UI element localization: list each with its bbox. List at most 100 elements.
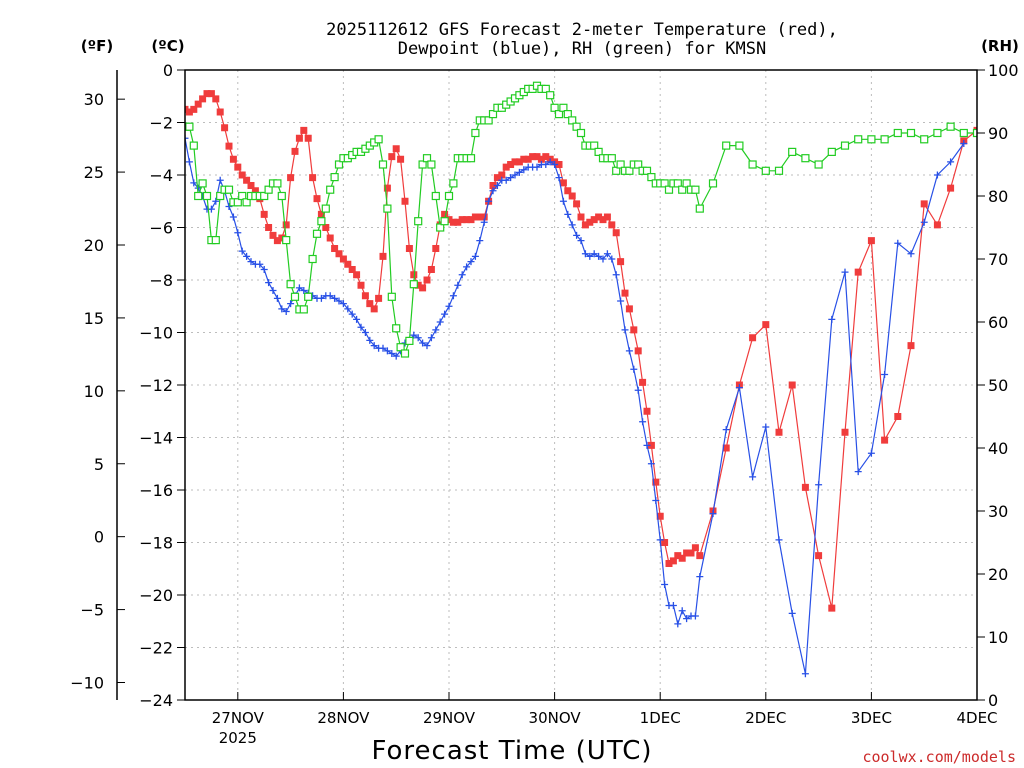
celsius-tick-label: 0 <box>163 61 173 80</box>
temperature-point <box>625 305 633 313</box>
x-tick-label: 1DEC <box>640 709 681 727</box>
dewpoint-point <box>577 237 585 245</box>
temperature-point <box>617 258 625 266</box>
rh-point <box>576 128 586 138</box>
temperature-point <box>295 134 303 142</box>
rh-point <box>682 179 691 188</box>
dewpoint-point <box>511 171 519 179</box>
dewpoint-point <box>947 158 955 166</box>
temperature-point <box>225 142 233 150</box>
temperature-point <box>348 266 356 273</box>
dewpoint-point <box>370 342 378 350</box>
dewpoint-point <box>722 426 730 434</box>
rh-point <box>405 336 414 345</box>
fahrenheit-unit-label: (ºF) <box>81 37 113 55</box>
celsius-tick-label: −6 <box>149 219 173 238</box>
temperature-point <box>194 100 202 108</box>
temperature-point <box>234 163 242 171</box>
temperature-point <box>207 90 215 98</box>
temperature-point <box>573 200 581 208</box>
rh-point <box>946 122 955 131</box>
rh-point <box>642 166 652 175</box>
temperature-point <box>375 294 383 302</box>
temperature-point <box>476 213 484 221</box>
rh-point <box>488 109 498 119</box>
rh-point <box>607 154 616 163</box>
rh-point <box>959 128 968 138</box>
dewpoint-point <box>445 302 453 310</box>
dewpoint-point <box>678 607 686 615</box>
dewpoint-point <box>436 318 444 326</box>
temperature-point <box>309 174 317 182</box>
temperature-point <box>300 126 308 134</box>
temperature-point <box>251 187 259 195</box>
temperature-point <box>524 155 532 163</box>
dewpoint-point <box>454 281 462 289</box>
dewpoint-point <box>603 250 611 258</box>
temperature-point <box>533 153 541 161</box>
dewpoint-point <box>691 612 699 620</box>
temperature-point <box>933 221 941 229</box>
temperature-point <box>229 155 237 163</box>
temperature-point <box>652 478 660 486</box>
dewpoint-point <box>467 258 475 266</box>
dewpoint-point <box>480 218 488 226</box>
fahrenheit-tick-label: 30 <box>84 90 104 109</box>
temperature-point <box>344 260 352 268</box>
temperature-point <box>507 161 515 168</box>
temperature-point <box>722 444 730 452</box>
x-tick-label: 2DEC <box>745 709 786 727</box>
dewpoint-point <box>243 252 251 260</box>
rh-point <box>647 173 656 182</box>
temperature-line <box>185 92 977 609</box>
temperature-point <box>392 145 400 153</box>
rh-point <box>216 191 225 201</box>
temperature-point <box>639 378 647 386</box>
rh-point <box>748 160 757 169</box>
temperature-point <box>634 347 642 355</box>
rh-point <box>400 349 410 358</box>
temperature-point <box>568 192 576 200</box>
rh-point <box>594 147 603 156</box>
celsius-tick-label: −12 <box>139 376 173 395</box>
celsius-tick-label: −10 <box>139 324 173 343</box>
temperature-point <box>269 231 277 239</box>
rh-point <box>312 229 322 238</box>
rh-point <box>238 191 247 201</box>
temperature-point <box>669 557 677 565</box>
temperature-point <box>489 182 497 189</box>
rh-point <box>867 135 876 144</box>
temperature-point <box>366 300 374 308</box>
dewpoint-point <box>599 255 607 263</box>
dewpoint-point <box>414 334 422 342</box>
rh-point <box>612 166 621 175</box>
dewpoint-point <box>564 210 572 218</box>
temperature-point <box>454 218 462 226</box>
temperature-point <box>947 184 955 192</box>
dewpoint-point <box>674 620 682 628</box>
temperature-point <box>185 108 193 116</box>
temperature-point <box>586 218 594 226</box>
temperature-point <box>691 544 699 552</box>
dewpoint-point <box>625 347 633 355</box>
temperature-point <box>313 195 321 203</box>
rh-point <box>788 147 797 156</box>
rh-point <box>664 185 674 194</box>
chart-title-line1: 2025112612 GFS Forecast 2-meter Temperat… <box>326 20 838 40</box>
rh-point <box>840 141 850 150</box>
dewpoint-point <box>639 418 647 426</box>
x-tick-label: 30NOV <box>529 709 582 727</box>
temperature-point <box>397 155 405 163</box>
temperature-point <box>841 428 849 436</box>
fahrenheit-tick-label: 0 <box>94 528 104 547</box>
temperature-point <box>894 413 902 420</box>
rh-point <box>290 292 300 301</box>
fahrenheit-tick-label: 25 <box>84 163 104 182</box>
temperature-point <box>630 326 638 334</box>
rh-point <box>436 223 445 232</box>
dewpoint-point <box>392 352 400 360</box>
dewpoint-point <box>265 279 273 287</box>
dewpoint-point <box>485 197 493 205</box>
dewpoint-point <box>207 205 215 213</box>
rh-tick-label: 20 <box>988 565 1008 584</box>
